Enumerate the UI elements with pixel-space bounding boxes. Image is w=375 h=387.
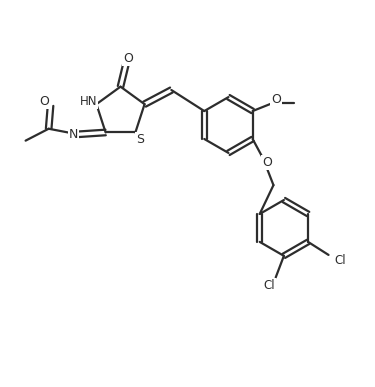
- Text: HN: HN: [80, 95, 97, 108]
- Text: Cl: Cl: [334, 254, 345, 267]
- Text: O: O: [271, 93, 281, 106]
- Text: O: O: [262, 156, 272, 169]
- Text: S: S: [136, 134, 144, 146]
- Text: Cl: Cl: [263, 279, 275, 292]
- Text: N: N: [69, 128, 78, 141]
- Text: O: O: [39, 95, 49, 108]
- Text: O: O: [123, 51, 133, 65]
